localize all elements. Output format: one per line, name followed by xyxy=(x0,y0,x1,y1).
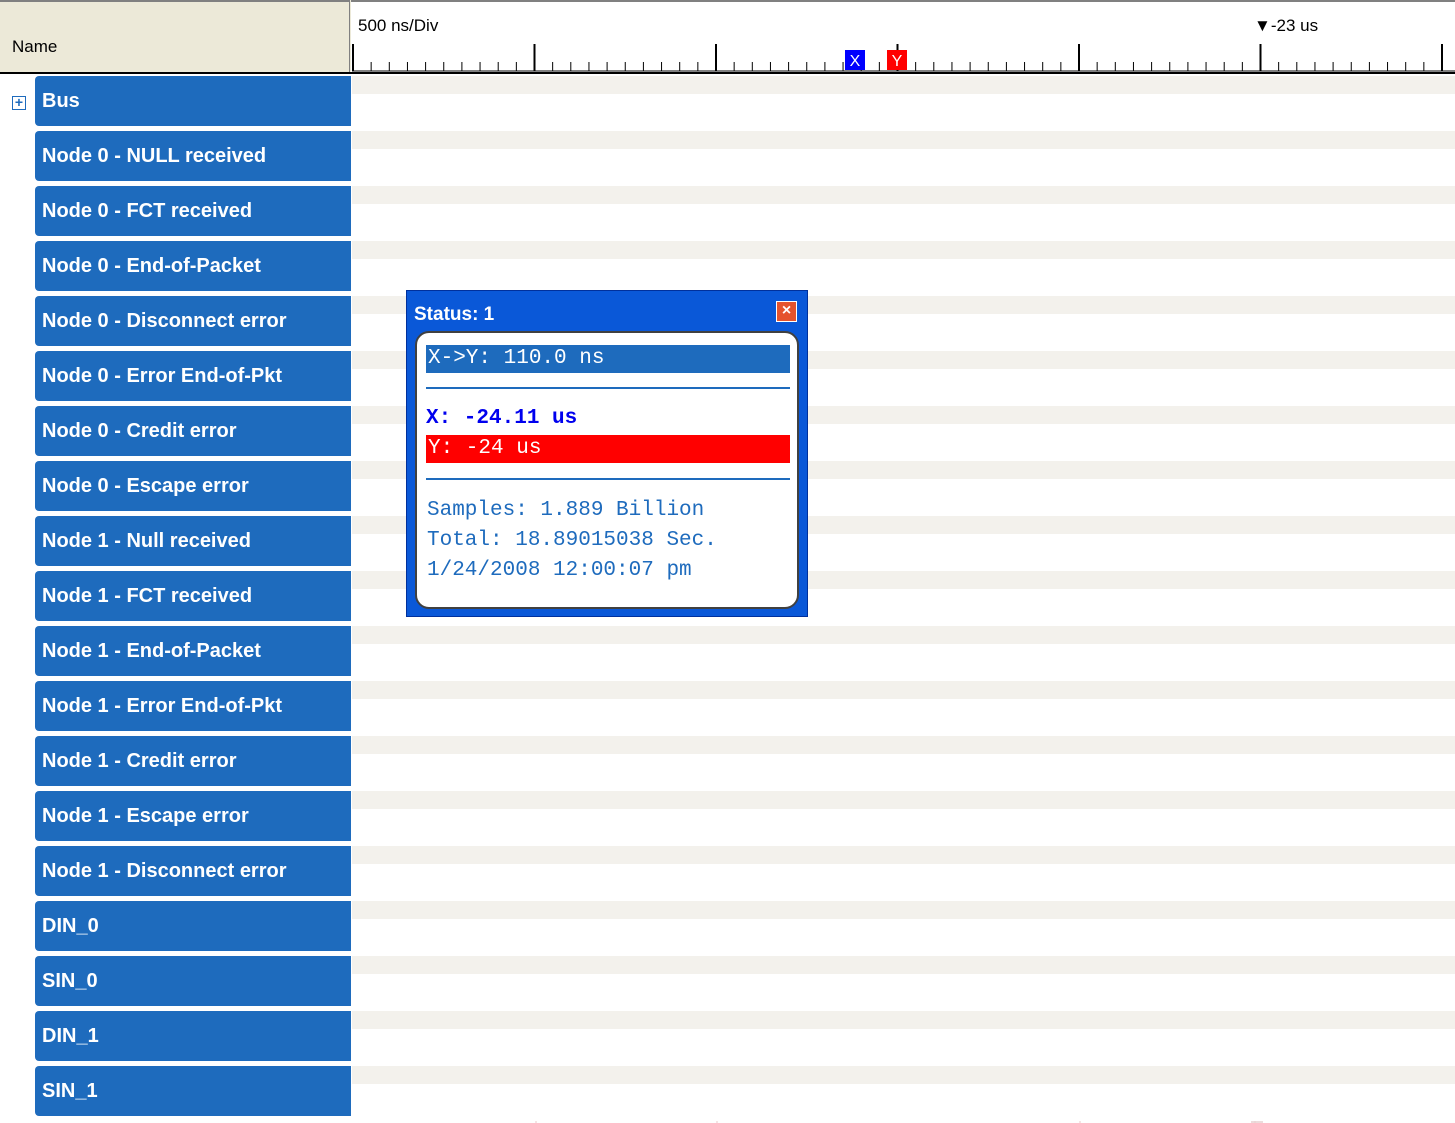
signal-label[interactable]: Node 0 - Disconnect error xyxy=(35,296,351,346)
row-background xyxy=(352,791,1455,846)
signal-label[interactable]: Node 1 - Credit error xyxy=(35,736,351,786)
signal-label[interactable]: Node 1 - FCT received xyxy=(35,571,351,621)
signal-row: Node 0 - End-of-Packet xyxy=(0,241,1455,296)
y-cursor-value: Y: -24 us xyxy=(426,435,790,463)
signal-label[interactable]: Node 1 - Error End-of-Pkt xyxy=(35,681,351,731)
signal-row: Node 0 - NULL received xyxy=(0,131,1455,186)
signal-row: Node 1 - End-of-Packet xyxy=(0,626,1455,681)
row-background xyxy=(352,186,1455,241)
signal-label[interactable]: SIN_1 xyxy=(35,1066,351,1116)
x-cursor-flag xyxy=(845,50,865,70)
signal-label[interactable]: Node 1 - Null received xyxy=(35,516,351,566)
signal-label[interactable]: Node 0 - End-of-Packet xyxy=(35,241,351,291)
signal-label[interactable]: Bus xyxy=(35,76,351,126)
total-duration: Total: 18.89015038 Sec. xyxy=(427,529,717,552)
signal-label[interactable]: DIN_1 xyxy=(35,1011,351,1061)
header-divider xyxy=(0,72,1455,74)
trigger-time-label: ▼-23 us xyxy=(1254,16,1319,35)
cursor-delta: X->Y: 110.0 ns xyxy=(426,345,790,373)
trigger-time-value: -23 us xyxy=(1270,16,1319,35)
signal-row: Node 1 - Error End-of-Pkt xyxy=(0,681,1455,736)
signal-label[interactable]: Node 1 - Disconnect error xyxy=(35,846,351,896)
signal-label[interactable]: SIN_0 xyxy=(35,956,351,1006)
row-background xyxy=(352,901,1455,956)
x-cursor-flag-label: X xyxy=(850,53,861,70)
signal-label[interactable]: Node 0 - NULL received xyxy=(35,131,351,181)
status-window-title: Status: 1 xyxy=(414,304,495,325)
row-background xyxy=(352,76,1455,131)
signal-label[interactable]: Node 0 - Credit error xyxy=(35,406,351,456)
signal-row: Node 1 - Escape error xyxy=(0,791,1455,846)
signal-row: SIN_1 xyxy=(0,1066,1455,1121)
row-background xyxy=(352,956,1455,1011)
separator xyxy=(426,478,790,480)
signal-label[interactable]: DIN_0 xyxy=(35,901,351,951)
status-panel: X->Y: 110.0 ns X: -24.11 us Y: -24 us Sa… xyxy=(415,331,799,609)
name-column-header[interactable]: Name xyxy=(0,0,350,72)
signal-row: Node 1 - Disconnect error xyxy=(0,846,1455,901)
signal-row: + Bus xyxy=(0,76,1455,131)
samples-count: Samples: 1.889 Billion xyxy=(427,499,705,522)
signal-row: SIN_0 xyxy=(0,956,1455,1011)
separator xyxy=(426,387,790,389)
row-background xyxy=(352,736,1455,791)
signal-row: Node 1 - Credit error xyxy=(0,736,1455,791)
signal-label[interactable]: Node 0 - FCT received xyxy=(35,186,351,236)
row-background xyxy=(352,681,1455,736)
signal-label[interactable]: Node 1 - Escape error xyxy=(35,791,351,841)
expand-icon[interactable]: + xyxy=(12,95,26,110)
row-background xyxy=(352,626,1455,681)
time-per-div-label: 500 ns/Div xyxy=(358,16,439,35)
signal-row: DIN_1 xyxy=(0,1011,1455,1066)
status-window[interactable]: Status: 1 × X->Y: 110.0 ns X: -24.11 us … xyxy=(406,290,808,617)
signal-row: DIN_0 xyxy=(0,901,1455,956)
row-background xyxy=(352,1066,1455,1121)
signal-label[interactable]: Node 0 - Escape error xyxy=(35,461,351,511)
row-background xyxy=(352,131,1455,186)
signal-label[interactable]: Node 1 - End-of-Packet xyxy=(35,626,351,676)
name-column-title: Name xyxy=(12,37,58,56)
signal-row: Node 0 - FCT received xyxy=(0,186,1455,241)
y-cursor-flag xyxy=(887,50,907,70)
y-cursor-flag-label: Y xyxy=(892,53,903,70)
capture-timestamp: 1/24/2008 12:00:07 pm xyxy=(427,559,692,582)
row-background xyxy=(352,846,1455,901)
close-icon[interactable]: × xyxy=(776,301,797,322)
row-background xyxy=(352,241,1455,296)
x-cursor-value: X: -24.11 us xyxy=(426,407,578,430)
signal-label[interactable]: Node 0 - Error End-of-Pkt xyxy=(35,351,351,401)
row-background xyxy=(352,1011,1455,1066)
